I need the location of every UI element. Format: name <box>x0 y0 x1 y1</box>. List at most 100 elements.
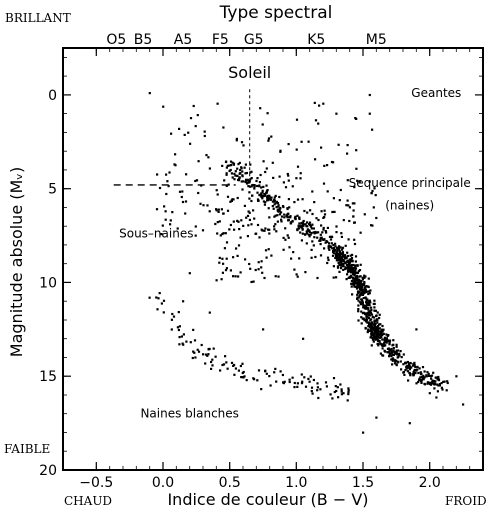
bright-star <box>235 137 238 140</box>
main-sequence-star <box>341 255 344 258</box>
white-dwarf-star <box>293 386 296 389</box>
main-sequence-star <box>361 278 364 281</box>
main-sequence-star <box>327 242 331 245</box>
y-tick-label: 5 <box>48 182 57 198</box>
subgiant-star <box>275 206 278 209</box>
subgiant-star <box>284 227 287 230</box>
main-sequence-star <box>368 299 371 302</box>
bright-star <box>163 205 166 208</box>
white-dwarf-star <box>210 360 213 364</box>
main-sequence-star <box>406 360 409 364</box>
main-sequence-star <box>375 328 378 331</box>
main-sequence-star <box>351 260 354 263</box>
data-points <box>148 92 465 434</box>
main-sequence-star <box>365 301 368 304</box>
x-axis-label: Indice de couleur (B − V) <box>167 490 368 509</box>
white-dwarf-star <box>162 311 165 314</box>
bright-star <box>262 160 265 163</box>
main-sequence-star <box>373 302 376 305</box>
white-dwarf-star <box>347 390 350 394</box>
main-sequence-star <box>427 374 430 377</box>
main-sequence-star <box>412 372 415 375</box>
main-sequence-star <box>361 283 364 286</box>
main-sequence-star <box>430 375 433 378</box>
main-sequence-star <box>256 191 259 194</box>
subgiant-star <box>246 214 250 217</box>
main-sequence-star <box>278 195 281 199</box>
main-sequence-star <box>360 285 363 288</box>
main-sequence-star <box>349 276 352 279</box>
main-sequence-star <box>431 379 434 382</box>
main-sequence-star <box>319 233 322 236</box>
subgiant-star <box>338 270 341 273</box>
bright-star <box>160 233 163 236</box>
main-sequence-star <box>361 293 364 296</box>
bright-star <box>324 230 327 233</box>
main-sequence-star <box>388 352 391 355</box>
bright-star <box>155 208 159 211</box>
main-sequence-star <box>348 258 351 261</box>
subgiant-star <box>231 198 234 201</box>
bright-star <box>237 220 240 223</box>
bright-star <box>301 232 304 235</box>
main-sequence-star <box>307 233 310 236</box>
main-sequence-star <box>406 370 409 373</box>
main-sequence-star <box>241 170 244 173</box>
main-sequence-star <box>370 318 373 321</box>
main-sequence-star <box>361 317 364 320</box>
main-sequence-star <box>266 194 269 197</box>
main-sequence-star <box>367 277 370 280</box>
main-sequence-star <box>376 321 379 324</box>
white-dwarf-star <box>257 369 261 372</box>
main-sequence-star <box>420 381 423 384</box>
subgiant-star <box>246 235 249 238</box>
main-sequence-star <box>269 198 273 201</box>
subgiant-star <box>328 235 332 238</box>
main-sequence-star <box>370 306 373 309</box>
subgiant-star <box>215 279 218 282</box>
subgiant-star <box>333 210 336 213</box>
white-dwarf-star <box>241 371 244 375</box>
white-dwarf-star <box>178 336 181 339</box>
subgiant-star <box>225 241 229 244</box>
main-sequence-star <box>356 293 359 296</box>
main-sequence-star <box>337 256 340 259</box>
main-sequence-star <box>353 285 356 288</box>
main-sequence-star <box>385 337 388 340</box>
subgiant-star <box>352 209 355 212</box>
main-sequence-star <box>386 351 389 354</box>
main-sequence-star <box>371 325 374 328</box>
main-sequence-star <box>366 315 369 318</box>
bright-star <box>181 200 185 204</box>
subgiant-star <box>229 269 232 272</box>
bright-star <box>176 227 179 230</box>
subgiant-star <box>326 261 329 265</box>
bright-star <box>370 224 373 227</box>
main-sequence-star <box>253 187 256 190</box>
main-sequence-star <box>301 228 304 231</box>
main-sequence-star <box>408 368 411 371</box>
main-sequence-star <box>226 164 229 167</box>
subgiant-star <box>274 214 277 217</box>
bright-star <box>221 232 224 236</box>
bright-star <box>185 173 188 176</box>
subgiant-star <box>293 268 296 271</box>
main-sequence-star <box>373 332 376 335</box>
subgiant-star <box>353 202 356 205</box>
main-sequence-star <box>296 214 299 217</box>
white-dwarf-star <box>245 379 248 382</box>
bright-star <box>370 192 373 195</box>
bright-star <box>229 223 232 227</box>
bright-star <box>271 161 274 164</box>
subgiant-star <box>221 271 224 274</box>
bright-star <box>237 163 240 166</box>
main-sequence-star <box>348 269 351 272</box>
main-sequence-star <box>436 383 439 386</box>
main-sequence-star <box>319 236 322 240</box>
bright-star <box>184 212 187 215</box>
main-sequence-star <box>402 371 405 374</box>
main-sequence-star <box>300 222 303 225</box>
main-sequence-star <box>360 298 363 301</box>
subgiant-star <box>340 264 343 267</box>
subgiant-star <box>261 271 264 274</box>
